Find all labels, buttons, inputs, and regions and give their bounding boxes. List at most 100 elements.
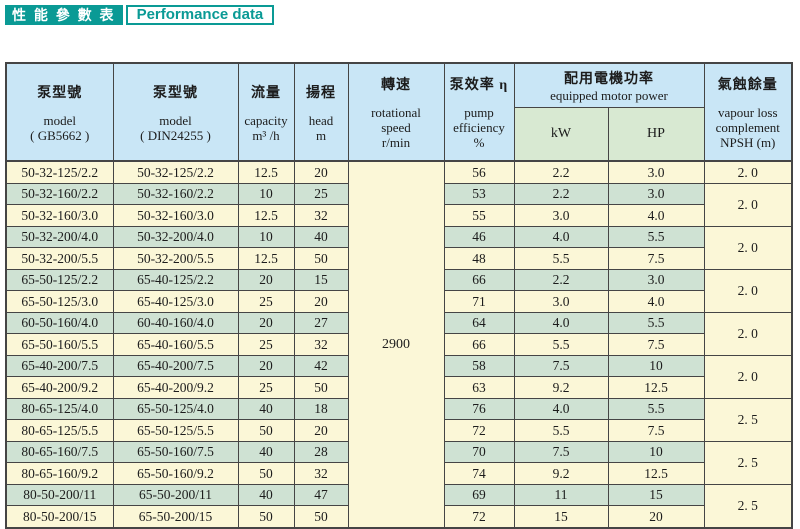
col-header-hp: HP (607, 106, 705, 162)
cell-efficiency: 56 (443, 160, 515, 184)
cell-model-gb: 65-40-200/7.5 (5, 354, 114, 377)
cell-head: 20 (293, 160, 349, 184)
cell-model-din: 50-32-160/3.0 (112, 204, 239, 227)
cell-npsh: 2. 0 (703, 354, 793, 399)
cell-model-din: 65-40-160/5.5 (112, 333, 239, 356)
cell-model-gb: 65-40-200/9.2 (5, 376, 114, 399)
cell-kw: 7.5 (513, 354, 609, 377)
cell-head: 40 (293, 225, 349, 248)
cell-npsh: 2. 0 (703, 268, 793, 313)
cell-efficiency: 66 (443, 333, 515, 356)
cell-kw: 2.2 (513, 182, 609, 205)
cell-kw: 3.0 (513, 290, 609, 313)
cell-kw: 11 (513, 483, 609, 506)
cell-kw: 15 (513, 505, 609, 528)
cell-efficiency: 72 (443, 505, 515, 528)
title-bar: 性 能 參 數 表 Performance data (5, 5, 275, 25)
cell-capacity: 10 (237, 225, 295, 248)
cell-capacity: 10 (237, 182, 295, 205)
cell-kw: 5.5 (513, 419, 609, 442)
cell-model-gb: 65-50-160/5.5 (5, 333, 114, 356)
cell-capacity: 40 (237, 483, 295, 506)
table-row: 80-65-160/7.5 65-50-160/7.5 40 28 70 7.5 10 2. … (5, 440, 793, 485)
cell-efficiency: 71 (443, 290, 515, 313)
cell-hp: 5.5 (607, 397, 705, 420)
cell-model-gb: 80-65-125/5.5 (5, 419, 114, 442)
cell-head: 25 (293, 182, 349, 205)
cell-capacity: 50 (237, 462, 295, 485)
cell-hp: 4.0 (607, 290, 705, 313)
table-row: 60-50-160/4.0 60-40-160/4.0 20 27 64 4.0 5.5 2.… (5, 311, 793, 356)
cell-head: 32 (293, 333, 349, 356)
cell-efficiency: 74 (443, 462, 515, 485)
table-row: 50-32-200/5.5 50-32-200/5.5 12.5 50 48 5.5 7.5 (5, 247, 792, 270)
cell-efficiency: 69 (443, 483, 515, 506)
cell-npsh: 2. 5 (703, 483, 793, 528)
col-header-npsh: 氣蝕餘量 vapour loss complement NPSH (m) (703, 62, 793, 162)
cell-model-gb: 60-50-160/4.0 (5, 311, 114, 334)
cell-capacity: 20 (237, 268, 295, 291)
cell-model-din: 65-40-200/9.2 (112, 376, 239, 399)
cell-hp: 10 (607, 354, 705, 377)
cell-hp: 3.0 (607, 268, 705, 291)
cell-kw: 9.2 (513, 462, 609, 485)
cell-hp: 7.5 (607, 419, 705, 442)
cell-head: 32 (293, 462, 349, 485)
cell-hp: 5.5 (607, 311, 705, 334)
table-row: 65-40-200/9.2 65-40-200/9.2 25 50 63 9.2 12.5 (5, 376, 792, 399)
page-title-zh: 性 能 參 數 表 (5, 5, 123, 25)
cell-efficiency: 46 (443, 225, 515, 248)
cell-efficiency: 72 (443, 419, 515, 442)
performance-table-wrap: 泵型號 model ( GB5662 ) 泵型號 model ( DIN2425… (5, 62, 794, 529)
cell-model-gb: 80-65-160/7.5 (5, 440, 114, 463)
cell-npsh: 2. 0 (703, 311, 793, 356)
cell-model-din: 65-50-125/4.0 (112, 397, 239, 420)
cell-head: 50 (293, 247, 349, 270)
col-header-model-din: 泵型號 model ( DIN24255 ) (112, 62, 239, 162)
col-header-speed: 轉速 rotational speed r/min (347, 62, 445, 162)
cell-capacity: 12.5 (237, 204, 295, 227)
cell-head: 28 (293, 440, 349, 463)
cell-model-din: 65-50-125/5.5 (112, 419, 239, 442)
cell-capacity: 40 (237, 397, 295, 420)
cell-model-din: 65-40-200/7.5 (112, 354, 239, 377)
cell-kw: 2.2 (513, 268, 609, 291)
cell-efficiency: 66 (443, 268, 515, 291)
cell-model-din: 50-32-200/4.0 (112, 225, 239, 248)
cell-model-din: 50-32-200/5.5 (112, 247, 239, 270)
cell-head: 50 (293, 376, 349, 399)
cell-model-din: 65-40-125/3.0 (112, 290, 239, 313)
cell-hp: 3.0 (607, 182, 705, 205)
cell-efficiency: 64 (443, 311, 515, 334)
cell-model-gb: 50-32-200/5.5 (5, 247, 114, 270)
cell-model-din: 65-40-125/2.2 (112, 268, 239, 291)
cell-model-gb: 65-50-125/3.0 (5, 290, 114, 313)
col-header-efficiency: 泵效率 η pump efficiency % (443, 62, 515, 162)
cell-head: 20 (293, 290, 349, 313)
cell-model-gb: 50-32-160/3.0 (5, 204, 114, 227)
cell-hp: 10 (607, 440, 705, 463)
cell-model-din: 65-50-160/7.5 (112, 440, 239, 463)
cell-capacity: 25 (237, 333, 295, 356)
cell-hp: 20 (607, 505, 705, 528)
cell-model-gb: 80-65-160/9.2 (5, 462, 114, 485)
table-row: 80-65-125/4.0 65-50-125/4.0 40 18 76 4.0 5.5 2.… (5, 397, 793, 442)
cell-model-gb: 50-32-200/4.0 (5, 225, 114, 248)
table-row: 50-32-160/3.0 50-32-160/3.0 12.5 32 55 3.0 4.0 (5, 204, 792, 227)
cell-npsh: 2. 0 (703, 182, 793, 227)
cell-model-gb: 80-50-200/11 (5, 483, 114, 506)
cell-model-din: 60-40-160/4.0 (112, 311, 239, 334)
col-header-motor-power: 配用電機功率 equipped motor power (513, 62, 705, 108)
table-row: 50-32-160/2.2 50-32-160/2.2 10 25 53 2.2 3.0 2.… (5, 182, 793, 227)
cell-capacity: 12.5 (237, 247, 295, 270)
cell-kw: 4.0 (513, 311, 609, 334)
cell-capacity: 12.5 (237, 160, 295, 184)
cell-head: 32 (293, 204, 349, 227)
cell-model-gb: 80-50-200/15 (5, 505, 114, 528)
table-row: 65-50-125/2.2 65-40-125/2.2 20 15 66 2.2 3.0 2.… (5, 268, 793, 313)
cell-npsh: 2. 0 (703, 160, 793, 184)
cell-kw: 5.5 (513, 333, 609, 356)
cell-kw: 9.2 (513, 376, 609, 399)
cell-capacity: 25 (237, 376, 295, 399)
page: 性 能 參 數 表 Performance data 泵型號 model ( G… (5, 5, 794, 529)
